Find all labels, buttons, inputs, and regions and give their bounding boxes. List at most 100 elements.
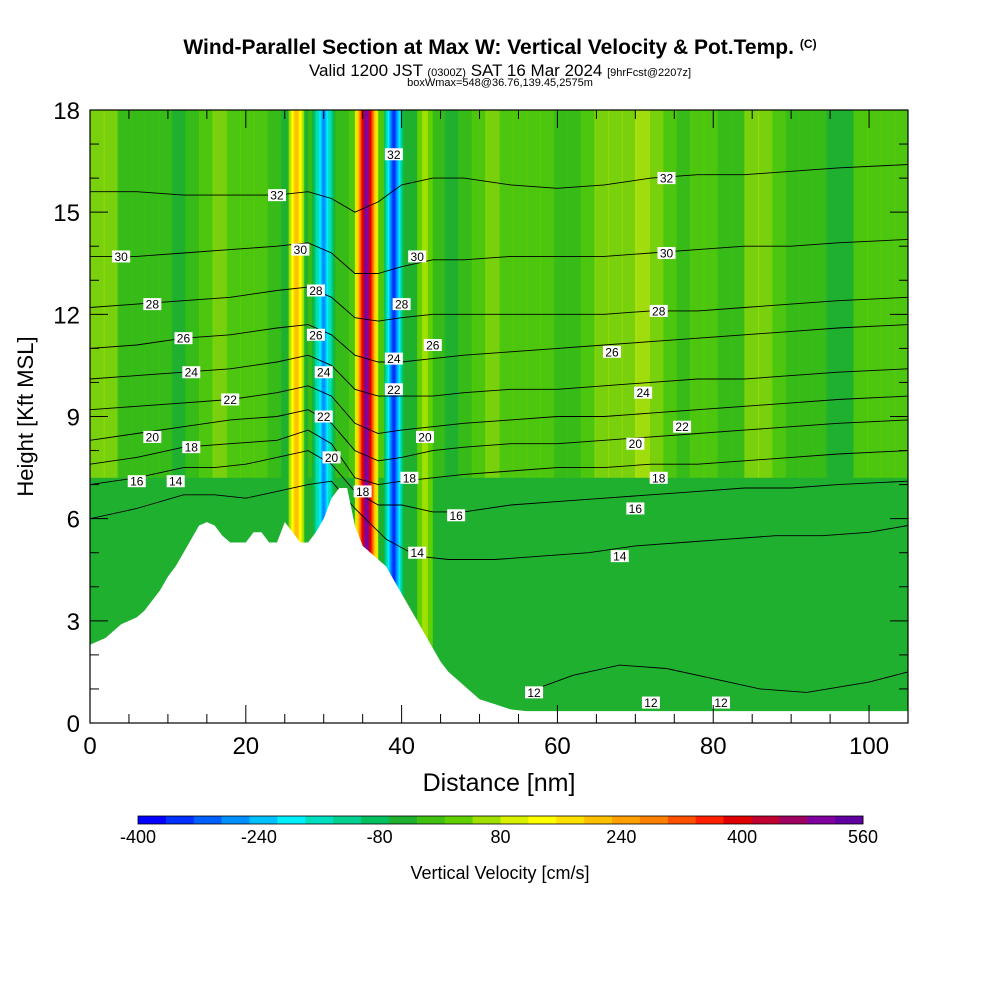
x-tick-label: 80: [700, 733, 727, 760]
velocity-band: [676, 110, 691, 478]
contour-label: 16: [629, 502, 643, 516]
velocity-band: [553, 110, 569, 478]
velocity-feature-band: [392, 110, 396, 723]
contour-label: 22: [675, 420, 689, 434]
colorbar-swatch: [751, 816, 780, 824]
colorbar-tick-label: 400: [727, 827, 758, 847]
contour-label: 24: [387, 352, 401, 366]
contour-label-box: [353, 485, 372, 498]
velocity-band: [499, 110, 514, 478]
colorbar-swatch: [835, 816, 864, 824]
colorbar-swatch: [388, 816, 418, 824]
contour-label: 28: [309, 284, 323, 298]
contour-label-box: [267, 189, 286, 202]
velocity-band: [335, 110, 351, 478]
contour-label-box: [392, 298, 411, 311]
velocity-band: [239, 110, 255, 478]
terrain: [90, 488, 908, 723]
chart-title-mark: (C): [799, 37, 817, 51]
contour-label-box: [610, 550, 629, 563]
contour-label-box: [525, 686, 544, 699]
colorbar-swatch: [528, 816, 557, 824]
x-axis-label: Distance [nm]: [423, 769, 576, 797]
velocity-band: [512, 110, 528, 478]
velocity-band: [539, 110, 555, 478]
y-axis-label: Height [Kft MSL]: [13, 336, 38, 496]
contour-label-box: [306, 328, 325, 341]
contour-label: 24: [317, 366, 331, 380]
velocity-band: [171, 110, 187, 478]
colorbar-tick-label: -80: [366, 827, 393, 847]
colorbar-swatch: [193, 816, 223, 824]
velocity-band: [90, 110, 105, 478]
theta-contour-24: [89, 354, 909, 397]
contour-label-box: [174, 332, 193, 345]
contour-label-box: [712, 696, 731, 709]
contour-label-box: [447, 509, 466, 522]
velocity-band: [444, 110, 460, 478]
contour-label-box: [306, 284, 325, 297]
contour-label: 26: [426, 338, 440, 352]
contour-label: 18: [403, 471, 417, 485]
velocity-band: [199, 110, 214, 478]
contour-label: 20: [629, 437, 643, 451]
contour-label: 22: [224, 393, 238, 407]
velocity-band: [717, 110, 732, 478]
contour-label: 24: [636, 386, 650, 400]
velocity-band: [485, 110, 500, 478]
chart-subtitle: Valid 1200 JST (0300Z) SAT 16 Mar 2024 […: [0, 61, 1000, 81]
contour-label-box: [415, 430, 434, 443]
velocity-band: [253, 110, 269, 478]
y-tick-label: 15: [53, 200, 80, 227]
velocity-band: [458, 110, 473, 478]
contour-label-box: [127, 475, 146, 488]
y-tick-label: 9: [67, 405, 80, 432]
velocity-band: [771, 110, 787, 478]
contour-label: 12: [644, 696, 658, 710]
theta-contour-20: [89, 409, 909, 462]
y-tick-label: 0: [67, 711, 80, 738]
colorbar-swatch: [249, 816, 278, 824]
x-tick-label: 20: [232, 733, 259, 760]
velocity-band: [594, 110, 610, 478]
contour-label: 26: [605, 345, 619, 359]
contour-label: 14: [169, 475, 183, 489]
colorbar-tick-label: 240: [606, 827, 637, 847]
velocity-band: [226, 110, 241, 478]
theta-contour-16: [89, 450, 909, 513]
velocity-band: [839, 110, 855, 478]
contour-label: 26: [177, 332, 191, 346]
velocity-band: [267, 110, 282, 478]
theta-contour-32: [90, 164, 909, 213]
contour-label-box: [112, 250, 131, 263]
contour-label: 32: [387, 148, 401, 162]
contour-label: 18: [356, 485, 370, 499]
contour-label: 30: [294, 243, 308, 257]
contour-label-box: [322, 451, 341, 464]
velocity-feature-band: [424, 110, 426, 723]
contour-label: 20: [418, 430, 432, 444]
colorbar-swatch: [612, 816, 641, 824]
colorbar-swatch: [444, 816, 474, 824]
velocity-band: [880, 110, 896, 478]
axes: 0 3 6 9 12 15 18 0 20 40 60 80 100 Distance [nm] Heigh…: [13, 98, 909, 797]
contour-label-box: [649, 471, 668, 484]
contour-label: 16: [130, 475, 144, 489]
contour-label: 16: [449, 509, 463, 523]
contour-label-box: [673, 420, 692, 433]
chart-subtitle-2: boxWmax=548@36.76,139.45,2575m: [407, 77, 593, 89]
x-tick-label: 60: [544, 733, 571, 760]
theta-contour-18: [89, 429, 909, 486]
theta-contour-26: [89, 324, 909, 363]
velocity-band: [744, 110, 760, 478]
colorbar-swatch: [584, 816, 613, 824]
velocity-band: [471, 110, 487, 478]
velocity-band: [580, 110, 596, 478]
velocity-band: [703, 110, 719, 478]
theta-contour-30: [90, 238, 909, 274]
contour-label: 22: [317, 410, 331, 424]
colorbar-swatch: [556, 816, 585, 824]
theta-contour-28: [89, 286, 909, 322]
colorbar-swatch: [500, 816, 529, 824]
